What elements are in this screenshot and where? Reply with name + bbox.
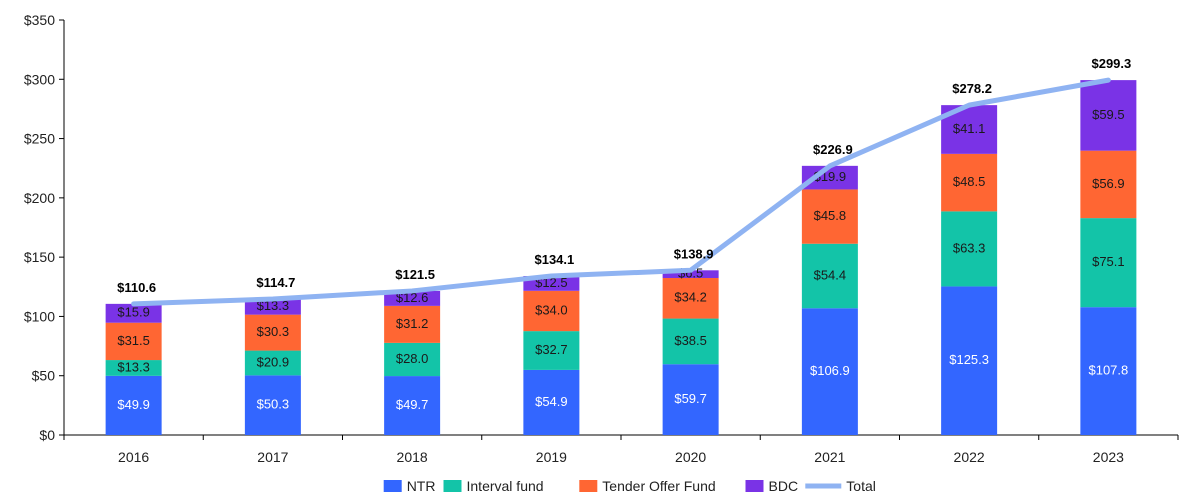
y-tick-label: $100 [24,308,55,324]
bar-segment [244,298,301,315]
bar-segment [384,305,441,343]
legend: NTR Interval fund Tender Offer Fund BDC Tota… [383,478,876,494]
bar-segment [941,153,998,212]
data-label: $54.4 [814,267,847,282]
bar-segment [801,165,858,190]
total-label: $134.1 [534,252,574,267]
data-label: $32.7 [535,342,568,357]
bar-segment [1080,307,1137,435]
data-label: $107.8 [1088,363,1128,378]
total-series-line [131,77,1111,307]
x-tick-label: 2021 [814,449,845,465]
bar-segment [801,189,858,244]
y-tick-label: $300 [24,71,55,87]
bar-segment [384,342,441,377]
data-label: $38.5 [674,333,707,348]
total-label: $110.6 [117,280,156,295]
data-label: $48.5 [953,174,986,189]
x-tick-label: 2018 [397,449,428,465]
data-label: $59.7 [674,391,707,406]
bar-segment [662,270,719,279]
x-tick-label: 2020 [675,449,706,465]
total-label: $226.9 [813,142,853,157]
data-label: $28.0 [396,351,429,366]
legend-swatch [745,480,764,492]
bar-segment [105,360,162,376]
x-tick-label: 2022 [954,449,985,465]
bar-segment [384,376,441,435]
data-label: $59.5 [1092,107,1125,122]
y-tick-label: $50 [32,368,56,384]
legend-label: BDC [769,478,799,494]
data-label: $54.9 [535,394,568,409]
total-label: $278.2 [952,81,992,96]
total-labels: $110.6 $114.7 $121.5 $134.1 $138.9 $226.9 $278… [117,56,1131,295]
data-label: $15.9 [117,305,150,320]
data-label: $45.8 [814,208,847,223]
total-label: $121.5 [395,267,435,282]
bar-segment [801,308,858,435]
bar-segment [523,331,580,370]
legend-label: Tender Offer Fund [602,478,715,494]
data-label: $30.3 [257,324,290,339]
total-label: $299.3 [1091,56,1131,71]
bar-segment [801,243,858,309]
bar-segment [105,322,162,361]
data-label: $41.1 [953,121,986,136]
bar-segment [1080,150,1137,219]
x-tick-label: 2019 [536,449,567,465]
bar-segment [662,278,719,319]
total-label: $138.9 [674,246,714,261]
legend-swatch [579,480,598,492]
data-label: $75.1 [1092,254,1125,269]
total-label: $114.7 [256,275,295,290]
bar-segment [523,290,580,332]
y-tick-label: $200 [24,190,55,206]
data-label: $31.5 [117,333,150,348]
bar-segment [244,375,301,435]
legend-label: Total [846,478,876,494]
legend-label: Interval fund [467,478,544,494]
bar-segment [662,318,719,365]
data-label: $49.7 [396,397,429,412]
data-label: $106.9 [810,363,850,378]
bar-segment [1080,80,1137,151]
bar-segment [244,350,301,376]
data-label: $31.2 [396,316,429,331]
legend-swatch [383,480,402,492]
y-tick-label: $250 [24,131,55,147]
data-label: $49.9 [117,397,150,412]
y-tick-label: $150 [24,249,55,265]
x-axis: 2016 2017 2018 2019 2020 2021 2022 2023 [63,434,1179,465]
bar-segment [244,314,301,351]
y-axis: $0 $50 $100 $150 $200 $250 $300 $350 [24,12,65,443]
bar-segment [384,290,441,306]
bar-segment [941,286,998,435]
y-tick-label: $350 [24,12,55,28]
legend-label: NTR [407,478,436,494]
bar-segment [941,211,998,287]
data-label: $56.9 [1092,176,1125,191]
bar-segment [105,303,162,323]
data-label: $34.2 [674,290,707,305]
data-label: $13.3 [117,359,150,374]
bar-segment [1080,218,1137,308]
bar-segment [662,364,719,435]
x-tick-label: 2017 [257,449,288,465]
data-label: $13.3 [257,298,290,313]
x-tick-label: 2016 [118,449,149,465]
legend-swatch [443,480,462,492]
data-label: $20.9 [257,354,290,369]
x-tick-label: 2023 [1093,449,1124,465]
bar-stacks [105,80,1137,435]
data-label: $34.0 [535,302,568,317]
data-label: $125.3 [949,352,989,367]
data-label: $50.3 [257,397,290,412]
y-tick-label: $0 [39,427,55,443]
data-label: $63.3 [953,240,986,255]
bar-segment [105,375,162,435]
bar-segment [523,369,580,435]
total-line [131,77,1111,307]
